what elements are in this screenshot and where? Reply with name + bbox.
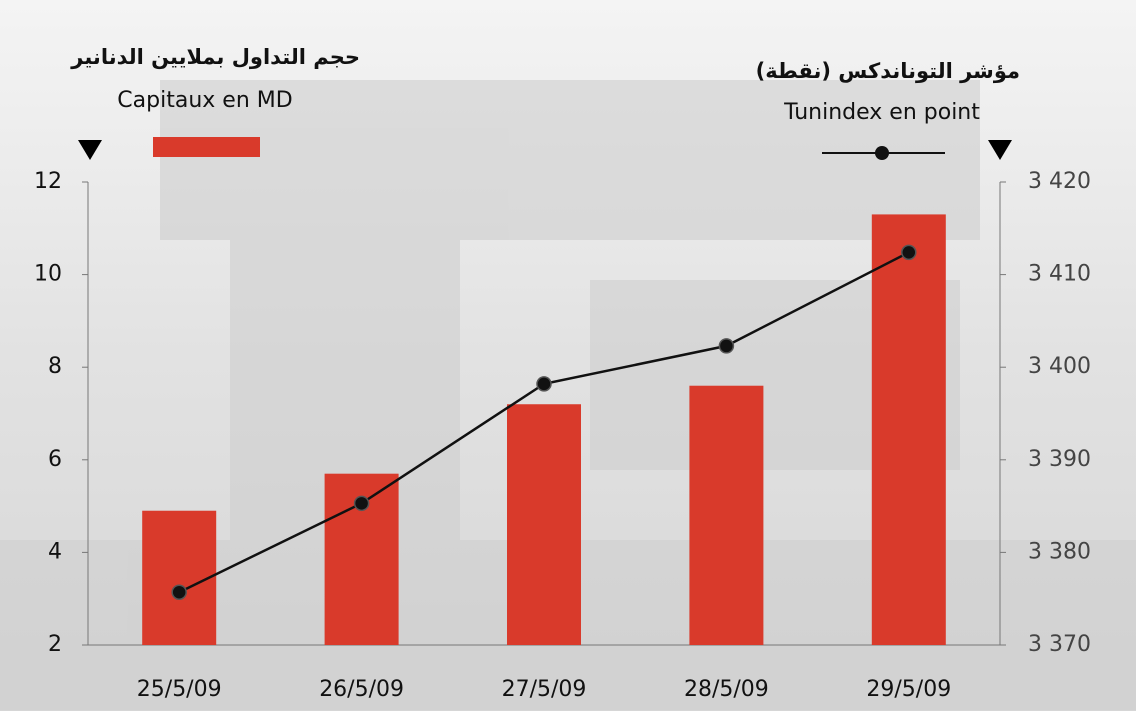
chart: حجم التداول بملايين الدنانير مؤشر التونا… <box>0 0 1136 711</box>
marker <box>172 585 186 599</box>
bar <box>507 404 581 645</box>
y2-tick-label: 3 400 <box>1028 354 1091 379</box>
y-tick-label: 4 <box>48 539 62 564</box>
marker <box>902 245 916 259</box>
bar <box>872 214 946 645</box>
legend-swatch <box>153 137 260 157</box>
x-tick-label: 29/5/09 <box>866 677 951 702</box>
y-tick-label: 8 <box>48 354 62 379</box>
y-tick-label: 10 <box>34 262 62 287</box>
x-tick-label: 28/5/09 <box>684 677 769 702</box>
y2-tick-label: 3 410 <box>1028 262 1091 287</box>
x-tick-label: 27/5/09 <box>502 677 587 702</box>
x-tick-label: 26/5/09 <box>319 677 404 702</box>
legend-label: Capitaux en MD <box>117 88 292 113</box>
y-tick-label: 12 <box>34 169 62 194</box>
legend-swatch <box>875 146 889 160</box>
marker <box>719 339 733 353</box>
y-tick-label: 2 <box>48 632 62 657</box>
marker <box>355 496 369 510</box>
x-tick-label: 25/5/09 <box>137 677 222 702</box>
y2-tick-label: 3 380 <box>1028 539 1091 564</box>
marker <box>537 377 551 391</box>
y2-tick-label: 3 420 <box>1028 169 1091 194</box>
y2-tick-label: 3 390 <box>1028 447 1091 472</box>
bar <box>689 386 763 645</box>
legend-label: Tunindex en point <box>783 100 980 125</box>
y2-axis-title: مؤشر التوناندكس (نقطة) <box>756 59 1020 83</box>
y-axis-title: حجم التداول بملايين الدنانير <box>70 45 360 69</box>
bar <box>142 511 216 645</box>
y2-tick-label: 3 370 <box>1028 632 1091 657</box>
y-tick-label: 6 <box>48 447 62 472</box>
